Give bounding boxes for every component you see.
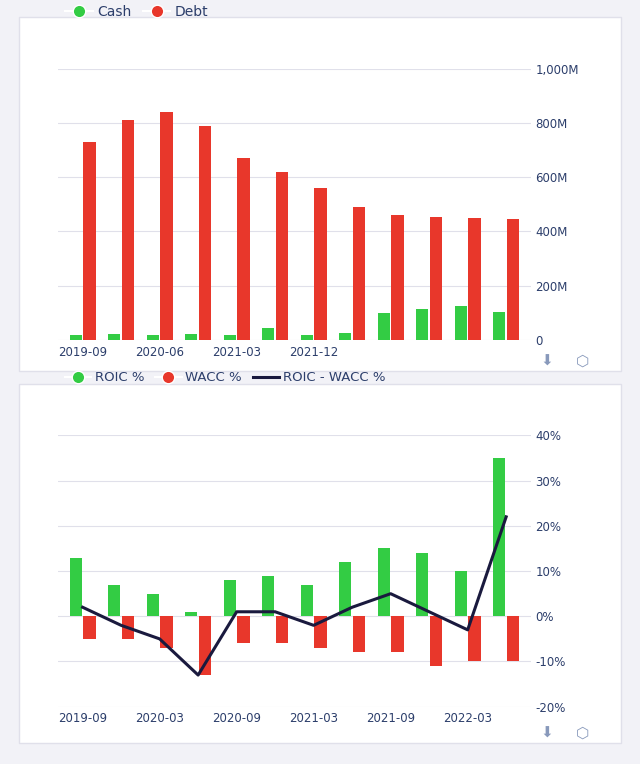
Bar [468, 617, 481, 662]
Bar [199, 126, 211, 340]
Bar [70, 335, 82, 340]
Bar [353, 617, 365, 652]
Bar [507, 617, 519, 662]
Bar [199, 617, 211, 675]
Bar [430, 617, 442, 666]
Bar [185, 334, 197, 340]
Bar [161, 112, 173, 340]
Bar [339, 562, 351, 617]
Bar [83, 617, 96, 639]
Bar [493, 458, 506, 617]
Bar [147, 594, 159, 617]
Text: ⬇: ⬇ [541, 725, 554, 740]
Bar [83, 142, 96, 340]
Bar [185, 612, 197, 617]
Bar [223, 580, 236, 617]
Bar [416, 309, 428, 340]
Bar [262, 575, 275, 617]
Bar [493, 312, 506, 340]
Bar [108, 334, 120, 340]
Bar [416, 553, 428, 617]
Bar [392, 215, 404, 340]
Bar [70, 558, 82, 617]
Legend: Cash, Debt: Cash, Debt [60, 0, 214, 25]
Bar [276, 172, 288, 340]
Legend: ROIC %, WACC %, ROIC - WACC %: ROIC %, WACC %, ROIC - WACC % [60, 366, 391, 390]
Bar [223, 335, 236, 340]
Text: ⬡: ⬡ [576, 354, 589, 369]
Text: ⬇: ⬇ [541, 354, 554, 369]
Bar [378, 312, 390, 340]
Bar [262, 328, 275, 340]
Bar [454, 306, 467, 340]
Bar [237, 617, 250, 643]
Bar [468, 218, 481, 340]
Bar [353, 207, 365, 340]
Bar [237, 158, 250, 340]
Bar [301, 584, 313, 617]
Bar [454, 571, 467, 617]
Bar [276, 617, 288, 643]
Bar [339, 333, 351, 340]
Bar [378, 549, 390, 617]
Bar [147, 335, 159, 340]
Text: ⬡: ⬡ [576, 725, 589, 740]
Bar [392, 617, 404, 652]
Bar [122, 617, 134, 639]
Bar [314, 617, 327, 648]
Bar [430, 216, 442, 340]
Bar [108, 584, 120, 617]
Bar [507, 219, 519, 340]
Bar [161, 617, 173, 648]
Bar [122, 120, 134, 340]
Bar [301, 335, 313, 340]
Bar [314, 188, 327, 340]
